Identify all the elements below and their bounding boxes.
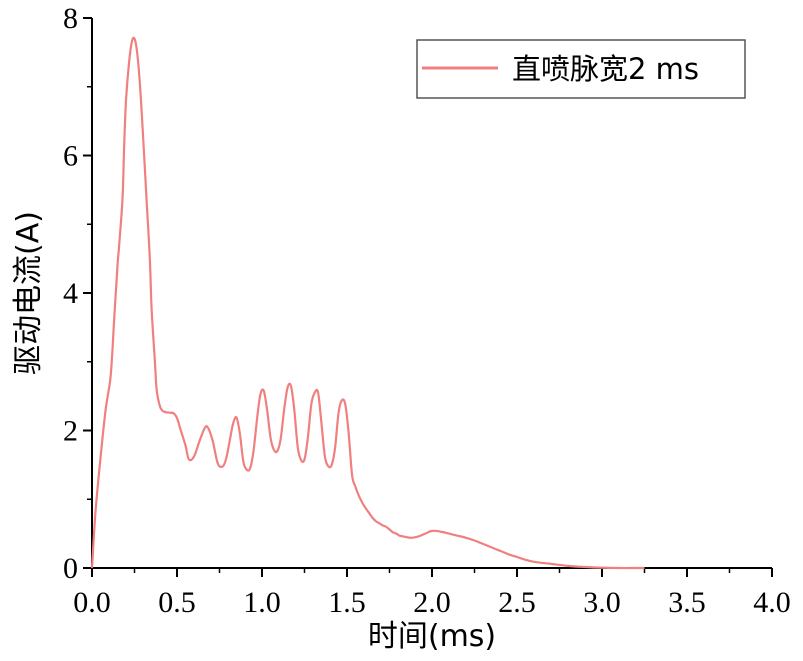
y-ticks: 0 2 4 6 8 bbox=[63, 2, 92, 585]
x-tick-label: 1.5 bbox=[328, 586, 366, 619]
x-tick-label: 4.0 bbox=[753, 586, 791, 619]
series-line bbox=[90, 36, 645, 570]
legend-label: 直喷脉宽2 ms bbox=[512, 52, 699, 86]
y-axis-label: 驱动电流(A) bbox=[11, 211, 46, 375]
y-tick-label: 8 bbox=[63, 2, 78, 35]
x-tick-label: 2.5 bbox=[498, 586, 536, 619]
y-tick-label: 0 bbox=[63, 552, 78, 585]
x-axis-label: 时间(ms) bbox=[368, 619, 496, 654]
x-tick-label: 3.5 bbox=[668, 586, 706, 619]
x-tick-label: 0.5 bbox=[158, 586, 196, 619]
x-tick-label: 0.0 bbox=[73, 586, 111, 619]
x-tick-label: 3.0 bbox=[583, 586, 621, 619]
axes bbox=[91, 18, 772, 569]
y-tick-label: 4 bbox=[63, 277, 78, 310]
y-tick-label: 2 bbox=[63, 415, 78, 448]
x-tick-label: 1.0 bbox=[243, 586, 281, 619]
x-ticks: 0.0 0.5 1.0 1.5 2.0 2.5 3.0 3.5 4.0 bbox=[73, 568, 791, 619]
series-group bbox=[90, 36, 645, 570]
y-tick-label: 6 bbox=[63, 140, 78, 173]
x-tick-label: 2.0 bbox=[413, 586, 451, 619]
legend: 直喷脉宽2 ms bbox=[416, 39, 746, 99]
